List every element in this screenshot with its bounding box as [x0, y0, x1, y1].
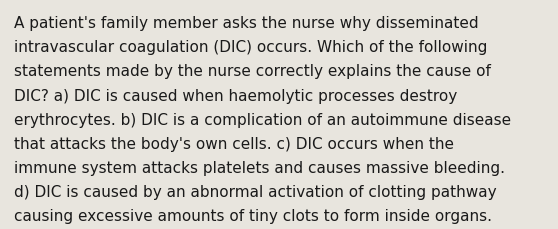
Text: immune system attacks platelets and causes massive bleeding.: immune system attacks platelets and caus…	[14, 160, 505, 175]
Text: statements made by the nurse correctly explains the cause of: statements made by the nurse correctly e…	[14, 64, 491, 79]
Text: A patient's family member asks the nurse why disseminated: A patient's family member asks the nurse…	[14, 16, 479, 31]
Text: that attacks the body's own cells. c) DIC occurs when the: that attacks the body's own cells. c) DI…	[14, 136, 454, 151]
Text: erythrocytes. b) DIC is a complication of an autoimmune disease: erythrocytes. b) DIC is a complication o…	[14, 112, 511, 127]
Text: d) DIC is caused by an abnormal activation of clotting pathway: d) DIC is caused by an abnormal activati…	[14, 184, 497, 199]
Text: causing excessive amounts of tiny clots to form inside organs.: causing excessive amounts of tiny clots …	[14, 208, 492, 223]
Text: DIC? a) DIC is caused when haemolytic processes destroy: DIC? a) DIC is caused when haemolytic pr…	[14, 88, 457, 103]
Text: intravascular coagulation (DIC) occurs. Which of the following: intravascular coagulation (DIC) occurs. …	[14, 40, 487, 55]
